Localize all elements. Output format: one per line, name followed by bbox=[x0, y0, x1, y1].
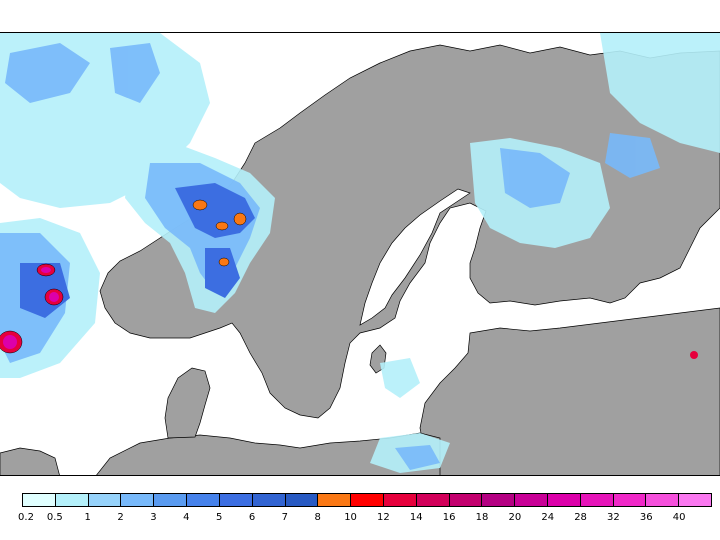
legend-swatch bbox=[383, 494, 417, 506]
legend-swatch bbox=[252, 494, 286, 506]
legend-tick-label: 32 bbox=[607, 512, 620, 523]
legend-tick-label: 6 bbox=[248, 512, 256, 523]
central-europe-land bbox=[96, 432, 441, 475]
legend-tick-label: 12 bbox=[377, 512, 390, 523]
legend-tick-label: 2 bbox=[117, 512, 124, 523]
legend-swatch bbox=[285, 494, 319, 506]
legend-swatch bbox=[646, 494, 680, 506]
legend-color-bar bbox=[22, 493, 712, 507]
legend-swatch bbox=[515, 494, 548, 506]
legend-tick-label: 10 bbox=[344, 512, 357, 523]
map-canvas bbox=[0, 33, 720, 475]
legend-swatch bbox=[548, 494, 581, 506]
precipitation-maxima bbox=[0, 199, 698, 359]
baltic-land bbox=[419, 307, 720, 475]
legend-swatch bbox=[580, 494, 614, 506]
legend-tick-label: 20 bbox=[508, 512, 522, 523]
legend-tick-label: 36 bbox=[639, 512, 653, 523]
legend-tick-label: 18 bbox=[475, 512, 489, 523]
denmark-land bbox=[164, 367, 211, 439]
legend-swatch bbox=[154, 494, 188, 506]
legend-swatch bbox=[121, 494, 155, 506]
legend-swatch bbox=[23, 494, 56, 506]
legend-swatch bbox=[219, 494, 253, 506]
legend-tick-label: 28 bbox=[574, 512, 587, 523]
legend-tick-label: 16 bbox=[442, 512, 456, 523]
legend-tick-label: 5 bbox=[215, 512, 223, 523]
legend-swatch bbox=[416, 494, 450, 506]
legend-swatch bbox=[88, 494, 122, 506]
precipitation-map bbox=[0, 32, 720, 476]
legend-swatch bbox=[449, 494, 483, 506]
legend-swatch bbox=[679, 494, 712, 506]
legend-swatch bbox=[187, 494, 220, 506]
uk-land bbox=[0, 447, 60, 475]
legend-tick-label: 14 bbox=[409, 512, 423, 523]
legend-tick-label: 7 bbox=[281, 512, 289, 523]
legend-labels: 0.2 0.5 1 2 3 4 5 6 7 8 10 12 14 16 18 20 24 28 32 36 40 bbox=[18, 512, 712, 526]
legend-tick-label: 4 bbox=[183, 512, 190, 523]
legend-tick-label: 0.5 bbox=[46, 512, 63, 523]
legend-tick-label: 0.2 bbox=[18, 512, 34, 523]
legend-tick-label: 24 bbox=[541, 512, 555, 523]
legend-tick-label: 40 bbox=[672, 512, 686, 523]
color-scale-legend: 0.2 0.5 1 2 3 4 5 6 7 8 10 12 14 16 18 20 24 28 32 36 40 bbox=[18, 493, 712, 523]
legend-swatch bbox=[613, 494, 647, 506]
legend-swatch bbox=[351, 494, 384, 506]
legend-swatch bbox=[482, 494, 516, 506]
legend-tick-label: 3 bbox=[150, 512, 157, 523]
legend-swatch bbox=[55, 494, 89, 506]
legend-swatch bbox=[318, 494, 352, 506]
legend-tick-label: 8 bbox=[314, 512, 321, 523]
gulf-of-bothnia bbox=[359, 188, 471, 326]
legend-tick-label: 1 bbox=[84, 512, 91, 523]
